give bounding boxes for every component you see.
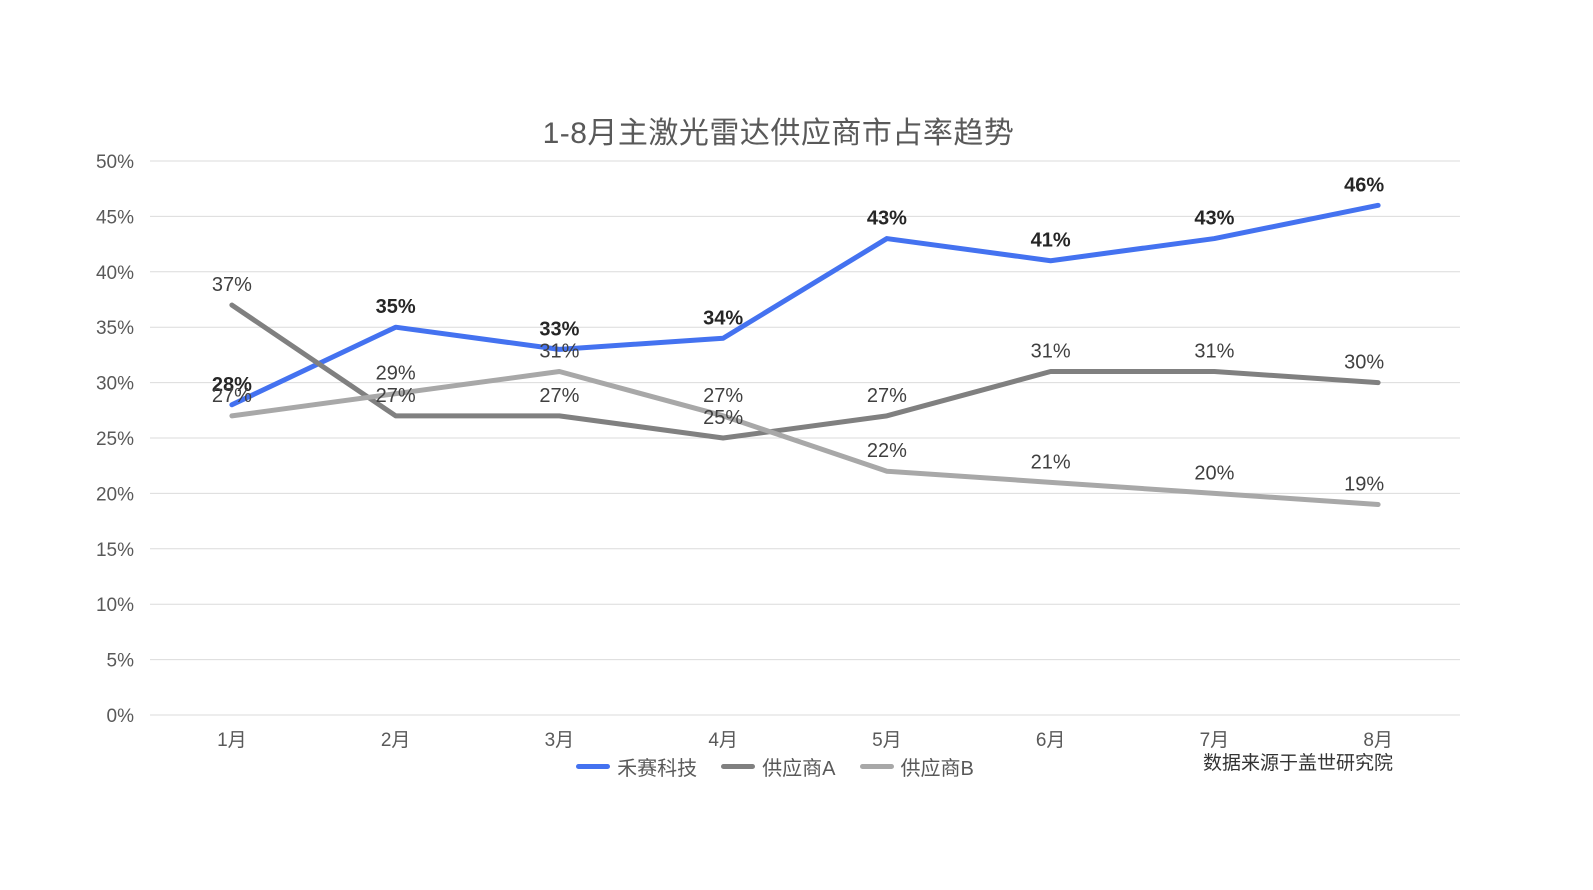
x-axis-tick-label: 1月	[217, 730, 247, 751]
data-label: 31%	[1031, 341, 1071, 363]
legend-line-swatch	[576, 764, 611, 769]
y-axis-tick-label: 30%	[96, 374, 134, 395]
y-axis-tick-label: 25%	[96, 429, 134, 450]
series-line-2	[229, 369, 1381, 507]
x-axis-tick-label: 3月	[545, 730, 575, 751]
legend-item-supplier-b[interactable]: 供应商B	[859, 752, 974, 781]
data-label: 31%	[539, 341, 579, 363]
data-label: 31%	[1194, 341, 1234, 363]
legend-line-swatch	[721, 764, 756, 769]
chart-legend: 禾赛科技 供应商A 供应商B	[0, 752, 1550, 781]
data-label: 43%	[1194, 208, 1234, 230]
data-label: 37%	[212, 274, 252, 296]
legend-item-supplier-a[interactable]: 供应商A	[721, 752, 836, 781]
data-label: 33%	[539, 318, 579, 340]
y-axis-tick-label: 35%	[96, 318, 134, 339]
data-label: 27%	[376, 385, 416, 407]
y-axis-tick-label: 15%	[96, 540, 134, 561]
data-label: 43%	[867, 208, 907, 230]
y-axis-tick-label: 20%	[96, 484, 134, 505]
y-axis-tick-label: 45%	[96, 207, 134, 228]
legend-item-hesai[interactable]: 禾赛科技	[576, 752, 697, 781]
data-label: 27%	[703, 385, 743, 407]
data-label: 22%	[867, 440, 907, 462]
x-axis-tick-label: 5月	[872, 730, 902, 751]
series-line-1	[229, 302, 1381, 441]
legend-label: 供应商B	[900, 758, 974, 780]
y-axis-tick-label: 5%	[107, 651, 135, 672]
y-axis-tick-label: 0%	[107, 706, 135, 727]
data-label: 41%	[1031, 230, 1071, 252]
x-axis-tick-label: 6月	[1036, 730, 1066, 751]
data-label: 20%	[1194, 462, 1234, 484]
data-label: 34%	[703, 307, 743, 329]
data-label: 29%	[376, 363, 416, 385]
y-axis-tick-label: 40%	[96, 263, 134, 284]
series-line-0	[229, 202, 1381, 408]
data-label: 27%	[212, 385, 252, 407]
data-label: 46%	[1344, 174, 1384, 196]
x-axis-tick-label: 7月	[1200, 730, 1230, 751]
x-axis-tick-label: 4月	[708, 730, 738, 751]
data-label: 30%	[1344, 352, 1384, 374]
x-axis-tick-label: 2月	[381, 730, 411, 751]
chart-title: 1-8月主激光雷达供应商市占率趋势	[542, 117, 1015, 150]
data-label: 28%	[212, 374, 252, 396]
legend-label: 供应商A	[762, 758, 836, 780]
legend-label: 禾赛科技	[617, 758, 698, 780]
data-label: 25%	[703, 407, 743, 429]
legend-line-swatch	[859, 764, 894, 769]
data-label: 27%	[539, 385, 579, 407]
data-label: 19%	[1344, 473, 1384, 495]
y-axis-tick-label: 10%	[96, 595, 134, 616]
data-label: 21%	[1031, 451, 1071, 473]
x-axis-tick-label: 8月	[1363, 730, 1393, 751]
data-source-note: 数据来源于盖世研究院	[1202, 753, 1393, 774]
data-label: 35%	[376, 296, 416, 318]
data-label: 27%	[867, 385, 907, 407]
y-axis-tick-label: 50%	[96, 152, 134, 173]
